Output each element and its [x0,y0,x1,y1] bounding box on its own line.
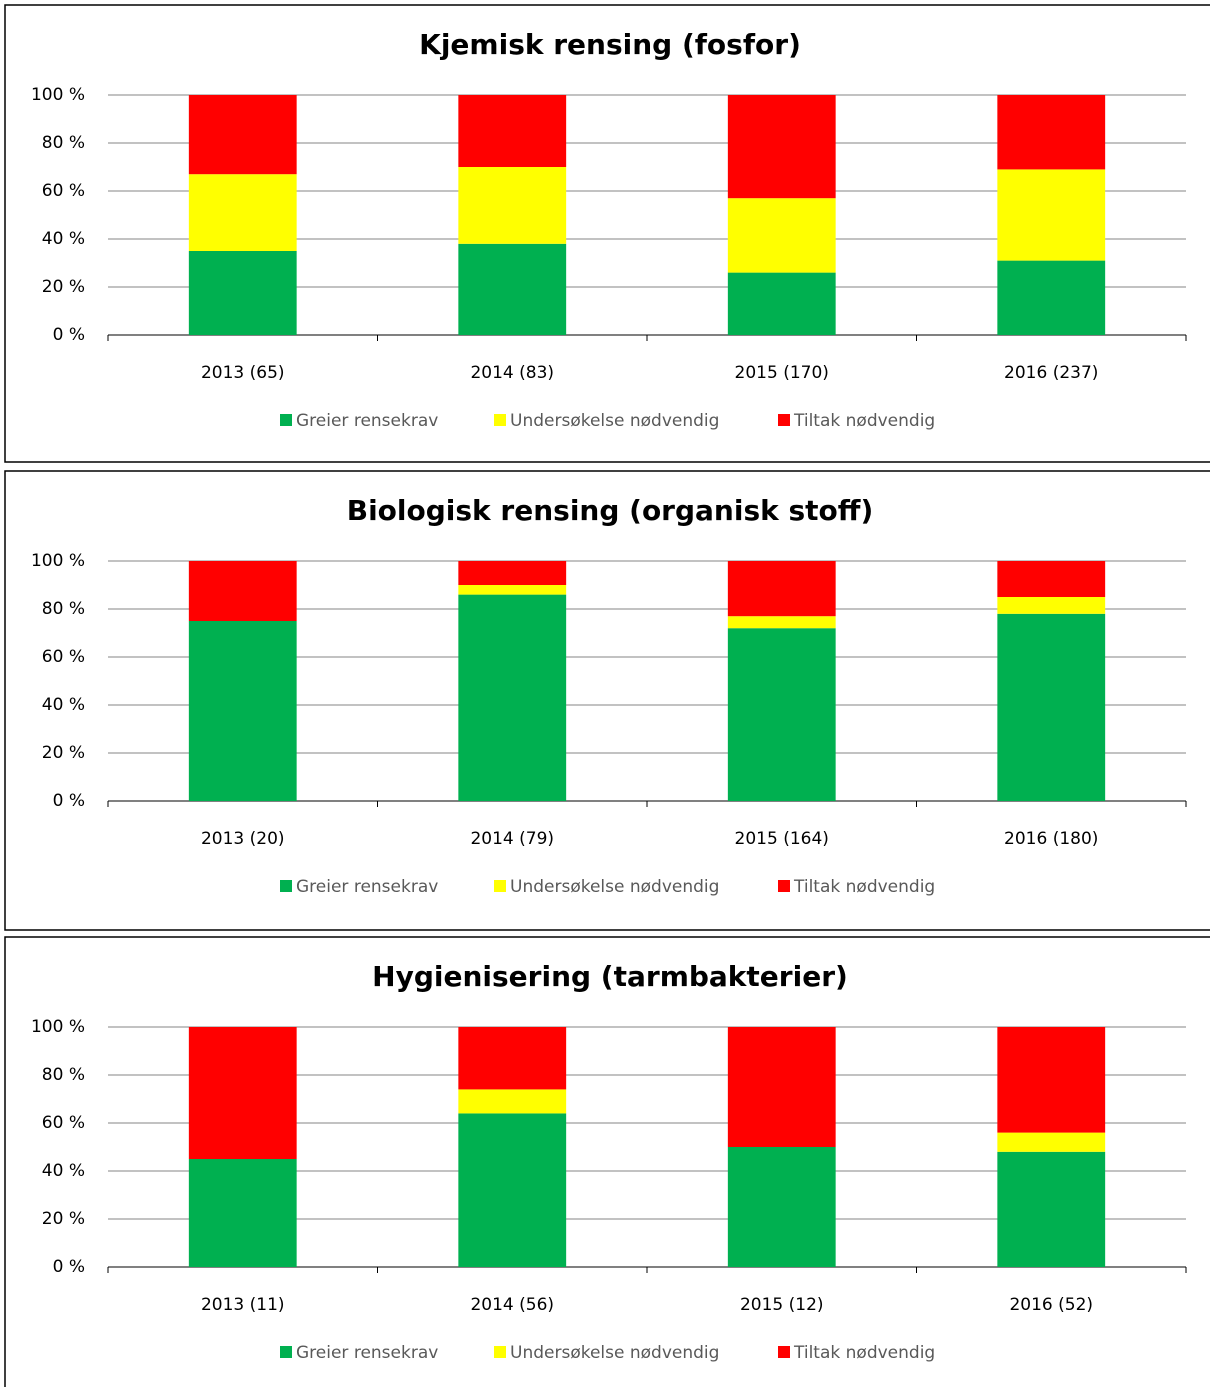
bar-segment [188,1027,297,1159]
y-tick-label: 100 % [31,85,85,105]
bar-segment [458,1027,567,1090]
legend-label: Greier rensekrav [296,877,438,897]
legend-label: Undersøkelse nødvendig [510,1343,719,1363]
y-tick-label: 0 % [53,791,85,811]
y-tick-label: 0 % [53,1257,85,1277]
bar-segment [188,95,297,175]
bar-segment [458,95,567,167]
bar-segment [727,1027,836,1147]
bar-segment [727,272,836,335]
x-tick-label: 2013 (20) [201,829,285,849]
bar-segment [458,1089,567,1114]
x-tick-label: 2016 (237) [1004,363,1098,383]
x-tick-label: 2014 (56) [470,1295,554,1315]
bar-segment [997,169,1106,261]
legend-swatch [778,1346,790,1358]
bar-segment [727,616,836,629]
bar-segment [188,1159,297,1267]
legend-swatch [494,414,506,426]
bar-segment [458,585,567,595]
chart-title: Kjemisk rensing (fosfor) [419,28,801,61]
bar-segment [997,260,1106,335]
bar-segment [997,561,1106,597]
x-tick-label: 2016 (52) [1009,1295,1093,1315]
bar-segment [188,561,297,621]
legend-label: Undersøkelse nødvendig [510,877,719,897]
y-tick-label: 80 % [42,1065,85,1085]
legend-swatch [494,1346,506,1358]
legend-swatch [280,414,292,426]
y-tick-label: 40 % [42,1161,85,1181]
y-tick-label: 60 % [42,1113,85,1133]
bar-segment [997,613,1106,801]
bar-segment [727,1147,836,1267]
legend-label: Tiltak nødvendig [793,1343,935,1363]
y-tick-label: 20 % [42,1209,85,1229]
bar-segment [997,1027,1106,1133]
bar-segment [458,594,567,801]
bar-segment [997,1151,1106,1267]
x-tick-label: 2015 (12) [740,1295,824,1315]
bar-segment [727,198,836,273]
legend-swatch [494,880,506,892]
x-tick-label: 2013 (11) [201,1295,285,1315]
y-tick-label: 100 % [31,1017,85,1037]
bar-segment [458,561,567,585]
chart-title: Biologisk rensing (organisk stoff) [347,494,874,527]
bar-segment [188,174,297,251]
bar-segment [727,95,836,199]
legend-label: Tiltak nødvendig [793,877,935,897]
bar-segment [997,95,1106,170]
y-tick-label: 100 % [31,551,85,571]
chart: Biologisk rensing (organisk stoff) 0 % 20 … [4,470,1210,931]
legend-swatch [280,1346,292,1358]
y-tick-label: 20 % [42,743,85,763]
y-tick-label: 40 % [42,229,85,249]
bar-segment [997,1132,1106,1152]
x-tick-label: 2014 (83) [470,363,554,383]
y-tick-label: 0 % [53,325,85,345]
chart: Hygienisering (tarmbakterier) 0 % 20 % 40 %… [4,936,1210,1391]
bar-segment [188,621,297,801]
bar-segment [727,628,836,801]
y-tick-label: 60 % [42,647,85,667]
bar-segment [458,167,567,244]
chart-frame [4,4,1210,463]
x-tick-label: 2014 (79) [470,829,554,849]
bar-segment [727,561,836,617]
y-tick-label: 20 % [42,277,85,297]
y-tick-label: 80 % [42,599,85,619]
bar-segment [997,597,1106,614]
x-tick-label: 2013 (65) [201,363,285,383]
y-tick-label: 80 % [42,133,85,153]
legend-label: Greier rensekrav [296,1343,438,1363]
bar-segment [458,1113,567,1267]
legend-swatch [778,880,790,892]
y-tick-label: 60 % [42,181,85,201]
legend-label: Greier rensekrav [296,411,438,431]
chart: Kjemisk rensing (fosfor) 0 % 20 % 40 % 60 % 8… [4,4,1210,463]
x-tick-label: 2016 (180) [1004,829,1098,849]
x-tick-label: 2015 (170) [735,363,829,383]
chart-frame [4,936,1210,1391]
legend-swatch [778,414,790,426]
y-tick-label: 40 % [42,695,85,715]
bar-segment [458,243,567,335]
chart-frame [4,470,1210,931]
legend-label: Undersøkelse nødvendig [510,411,719,431]
legend-swatch [280,880,292,892]
legend-label: Tiltak nødvendig [793,411,935,431]
chart-title: Hygienisering (tarmbakterier) [372,960,848,993]
x-tick-label: 2015 (164) [735,829,829,849]
bar-segment [188,251,297,335]
